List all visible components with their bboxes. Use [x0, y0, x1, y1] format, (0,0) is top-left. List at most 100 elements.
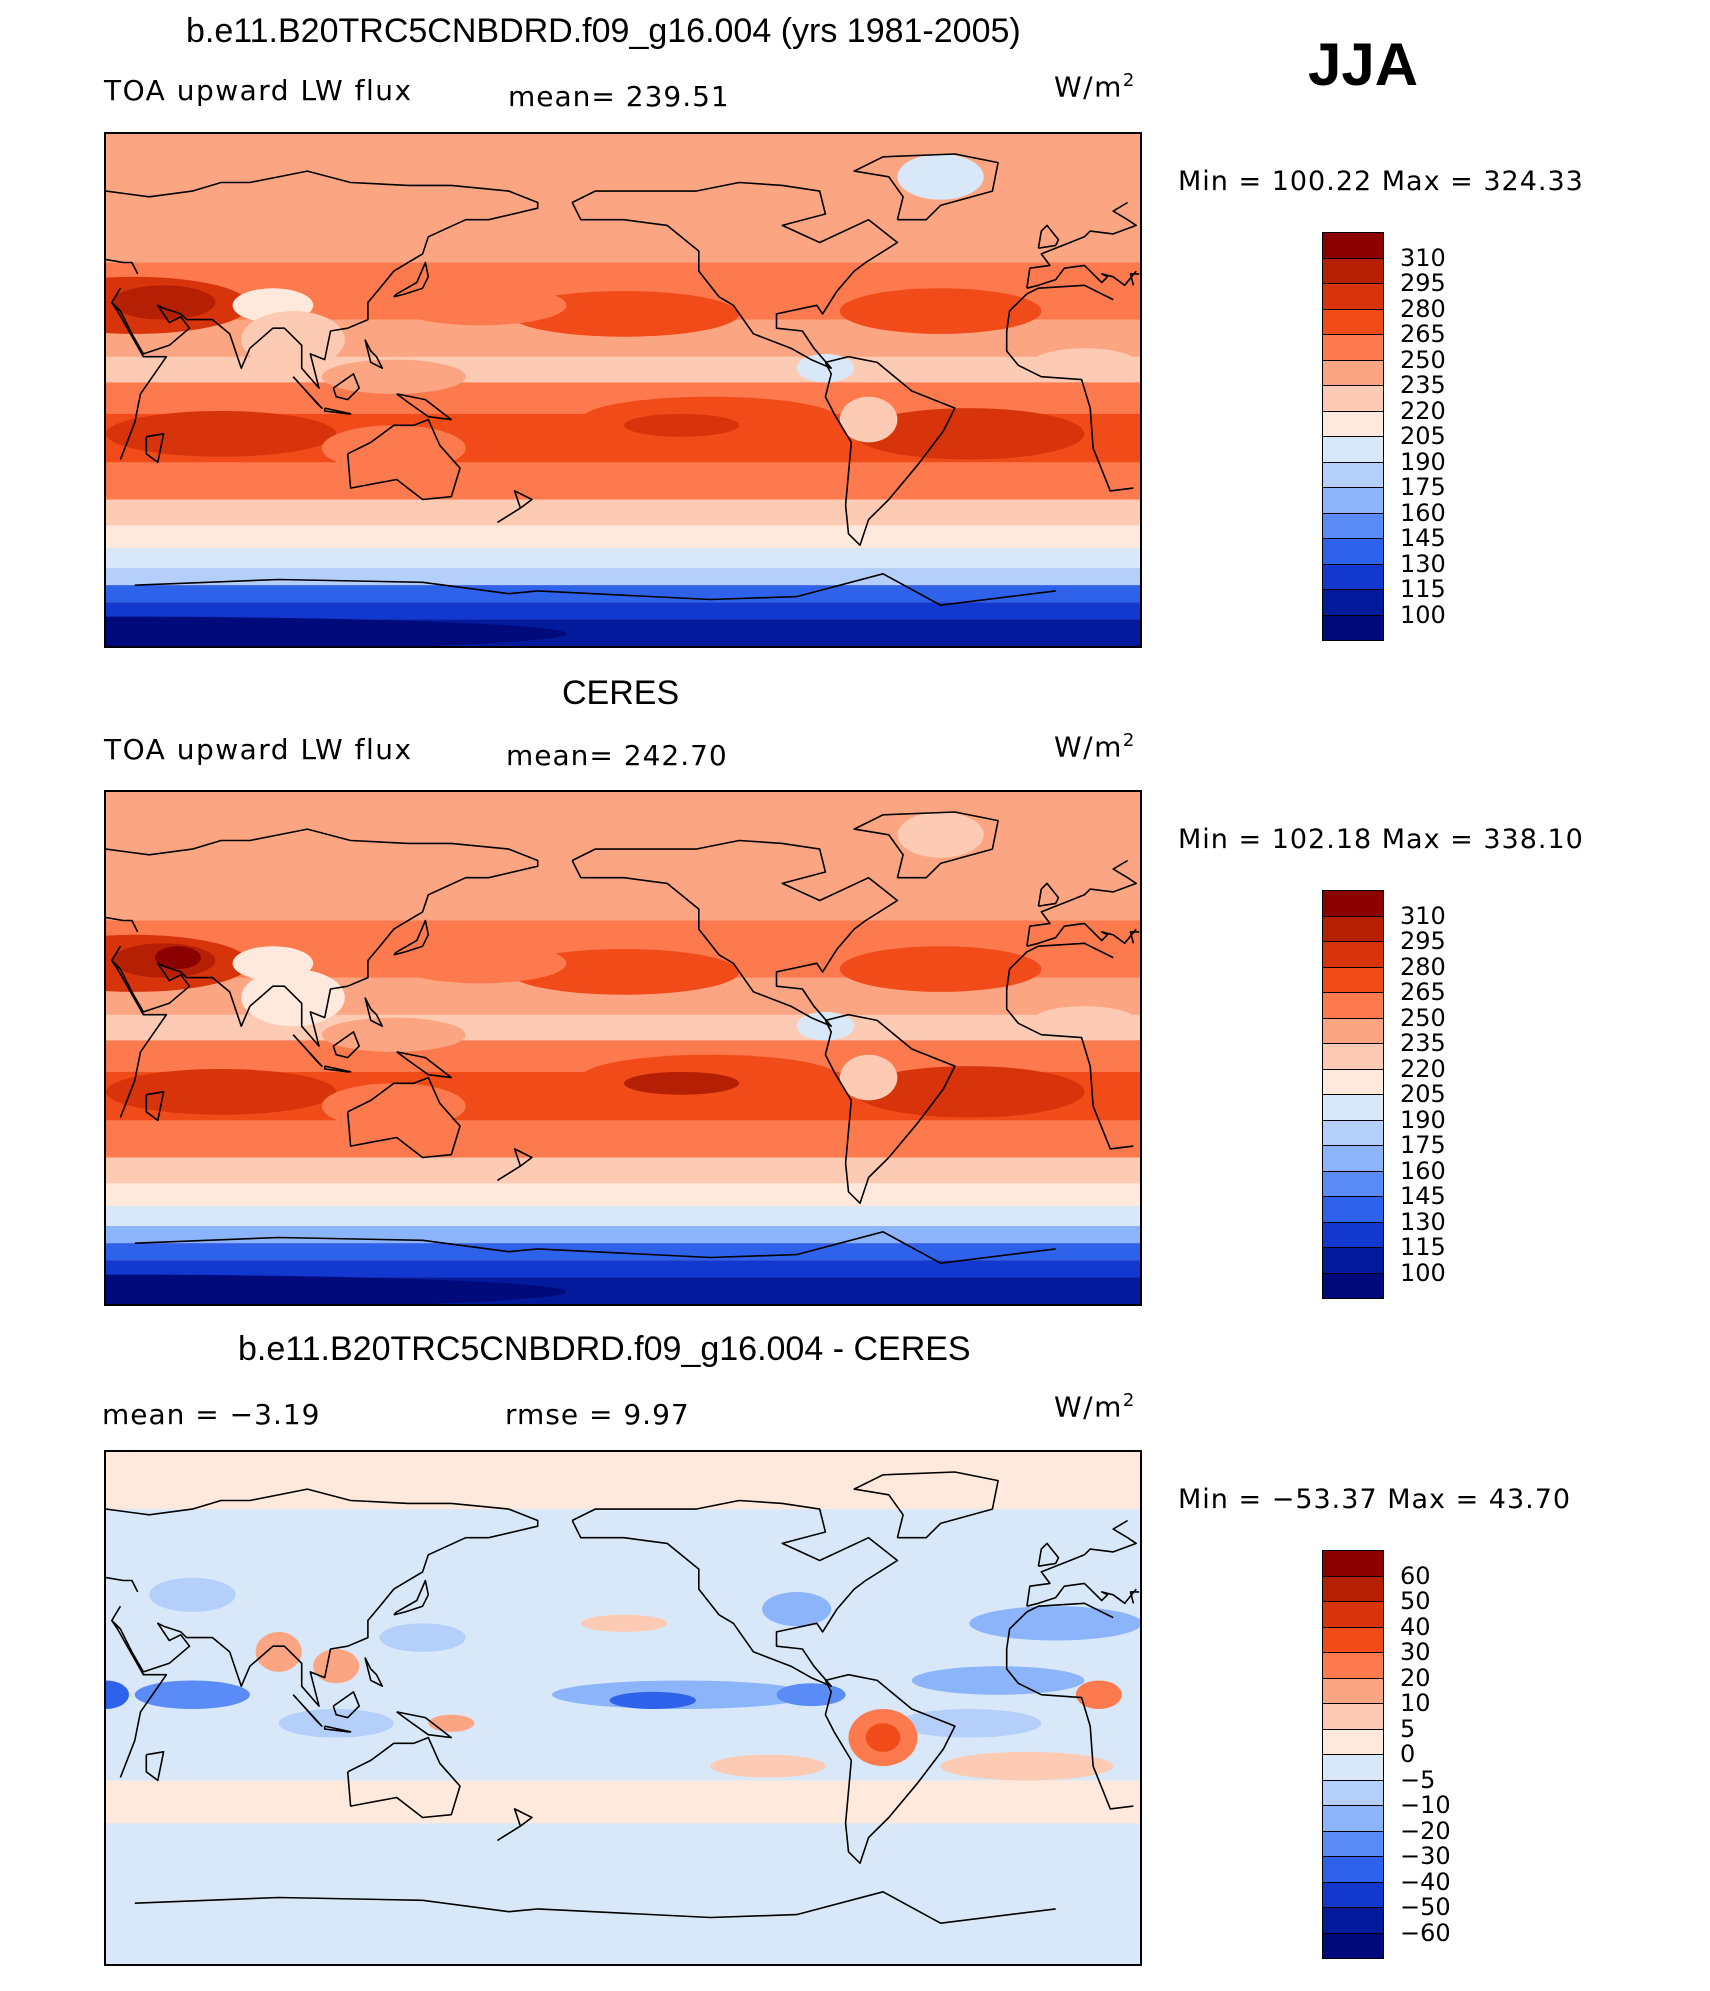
colorbar-swatch [1322, 1754, 1384, 1781]
colorbar-swatch [1322, 1652, 1384, 1679]
colorbar-tick-label: −5 [1400, 1765, 1436, 1794]
variable-label: TOA upward LW flux [104, 733, 413, 766]
colorbar-tick-label: 145 [1400, 524, 1446, 552]
colorbar-swatch [1322, 1017, 1384, 1044]
panel-title: CERES [562, 674, 680, 712]
colorbar-tick-label: −30 [1400, 1842, 1451, 1870]
colorbar-swatch [1322, 283, 1384, 310]
mean-label: mean = −3.19 [102, 1398, 321, 1431]
colorbar-tick-label: 130 [1400, 1207, 1446, 1236]
colorbar-swatch [1322, 232, 1384, 259]
colorbar-swatch [1322, 1170, 1384, 1197]
colorbar-tick-label: 280 [1400, 952, 1446, 981]
colorbar-tick-label: 175 [1400, 473, 1446, 501]
colorbar-swatch [1322, 992, 1384, 1019]
colorbar-swatch [1322, 1196, 1384, 1223]
colorbar-swatch [1322, 1703, 1384, 1730]
mean-label: mean= 242.70 [506, 739, 728, 772]
colorbar-tick-label: 30 [1400, 1638, 1431, 1666]
colorbar-tick-label: −20 [1400, 1816, 1451, 1845]
contour-map-model [104, 132, 1142, 648]
colorbar-swatch [1322, 1881, 1384, 1908]
colorbar-swatch [1322, 966, 1384, 993]
colorbar-swatch [1322, 1043, 1384, 1070]
colorbar-swatch [1322, 1728, 1384, 1755]
colorbar-swatch [1322, 563, 1384, 590]
colorbar-swatch [1322, 308, 1384, 335]
colorbar-tick-label: 115 [1400, 1233, 1446, 1261]
colorbar-swatch [1322, 1856, 1384, 1883]
rmse-label: rmse = 9.97 [505, 1398, 690, 1431]
colorbar-tick-label: 190 [1400, 447, 1446, 476]
variable-label: TOA upward LW flux [104, 74, 413, 107]
colorbar-swatch [1322, 1221, 1384, 1248]
contour-field [106, 1452, 1140, 1964]
colorbar-tick-label: 265 [1400, 320, 1446, 348]
colorbar-swatch [1322, 1272, 1384, 1299]
colorbar-swatch [1322, 1247, 1384, 1274]
colorbar-tick-label: 50 [1400, 1587, 1431, 1615]
colorbar-tick-label: 10 [1400, 1689, 1431, 1717]
colorbar-swatch [1322, 1932, 1384, 1959]
contour-field [106, 792, 1140, 1304]
colorbar-tick-label: −10 [1400, 1791, 1451, 1819]
colorbar-tick-label: −50 [1400, 1893, 1451, 1921]
minmax-label: Min = −53.37 Max = 43.70 [1178, 1484, 1572, 1515]
colorbar-tick-label: 235 [1400, 1029, 1446, 1057]
colorbar-tick-label: 130 [1400, 549, 1446, 578]
colorbar-swatch [1322, 1119, 1384, 1146]
colorbar-tick-label: 235 [1400, 371, 1446, 399]
colorbar-tick-label: 20 [1400, 1663, 1431, 1692]
colorbar-swatch [1322, 436, 1384, 463]
colorbar-tick-label: 295 [1400, 269, 1446, 297]
colorbar-tick-label: 100 [1400, 600, 1446, 629]
colorbar-swatch [1322, 1094, 1384, 1121]
colorbar-swatch [1322, 359, 1384, 386]
colorbar-tick-label: 5 [1400, 1714, 1416, 1743]
colorbar-swatch [1322, 1907, 1384, 1934]
colorbar-swatch [1322, 385, 1384, 412]
colorbar-swatch [1322, 487, 1384, 514]
colorbar-tick-label: 205 [1400, 1080, 1446, 1108]
colorbar-swatch [1322, 1805, 1384, 1832]
colorbar-swatch [1322, 257, 1384, 284]
mean-label: mean= 239.51 [508, 80, 730, 113]
colorbar-tick-label: 280 [1400, 294, 1446, 323]
colorbar-swatch [1322, 334, 1384, 361]
colorbar-tick-label: 145 [1400, 1182, 1446, 1210]
colorbar-swatch [1322, 538, 1384, 565]
colorbar-swatch [1322, 1779, 1384, 1806]
colorbar-swatch [1322, 1677, 1384, 1704]
colorbar-swatch [1322, 915, 1384, 942]
colorbar-tick-label: 190 [1400, 1105, 1446, 1134]
panel-title: b.e11.B20TRC5CNBDRD.f09_g16.004 - CERES [238, 1330, 971, 1368]
colorbar: 60 50 40 30 20 10 5 0 −5 −10 −20 −30 −40 −50 −60 [1322, 1550, 1451, 1959]
colorbar-swatch [1322, 1626, 1384, 1653]
colorbar-swatch [1322, 589, 1384, 616]
minmax-label: Min = 100.22 Max = 324.33 [1178, 166, 1584, 197]
units-label: W/m2 [1054, 70, 1136, 104]
colorbar-tick-label: 60 [1400, 1561, 1431, 1590]
colorbar-swatch [1322, 614, 1384, 641]
colorbar-swatch [1322, 1830, 1384, 1857]
colorbar-tick-label: 115 [1400, 575, 1446, 603]
colorbar-tick-label: −40 [1400, 1867, 1451, 1896]
colorbar-swatch [1322, 1550, 1384, 1577]
colorbar: 310 295 280 265 250 235 220 205 190 175 160 145 130 1… [1322, 890, 1446, 1299]
colorbar-tick-label: 310 [1400, 243, 1446, 272]
contour-map-diff [104, 1450, 1142, 1966]
units-label: W/m2 [1054, 730, 1136, 764]
colorbar-tick-label: 0 [1400, 1740, 1416, 1768]
colorbar-tick-label: 160 [1400, 1156, 1446, 1185]
colorbar-swatch [1322, 1145, 1384, 1172]
colorbar-tick-label: 295 [1400, 927, 1446, 955]
colorbar-tick-label: 100 [1400, 1258, 1446, 1287]
colorbar-swatch [1322, 1601, 1384, 1628]
colorbar-swatch [1322, 1575, 1384, 1602]
colorbar-tick-label: 250 [1400, 1003, 1446, 1032]
colorbar-tick-label: 310 [1400, 901, 1446, 930]
minmax-label: Min = 102.18 Max = 338.10 [1178, 824, 1584, 855]
colorbar-swatch [1322, 461, 1384, 488]
contour-field [106, 134, 1140, 646]
colorbar-tick-label: 160 [1400, 498, 1446, 527]
